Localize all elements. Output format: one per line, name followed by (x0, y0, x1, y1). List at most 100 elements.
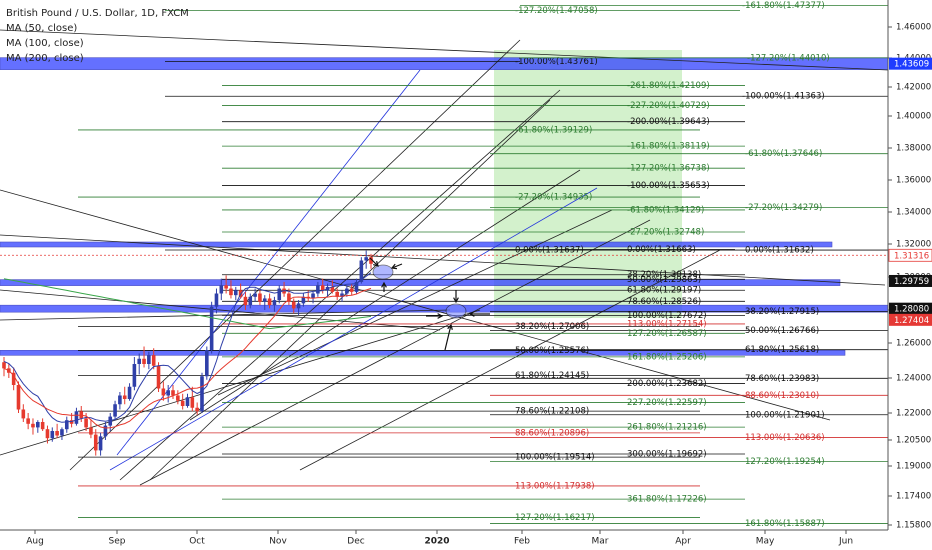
time-tick-label: Sep (109, 537, 126, 547)
fib-level-label: -61.80%(1.34129) (627, 205, 704, 215)
fib-level-label: 113.00%(1.20636) (745, 433, 825, 443)
price-tick-label: 1.34000 (896, 208, 931, 218)
candle-body (26, 418, 30, 424)
candle-body (93, 434, 98, 451)
candle-body (64, 420, 69, 430)
time-tick-label: Aug (26, 537, 44, 547)
fib-level-label: 0.00%(1.31637) (515, 245, 584, 255)
trendline (139, 219, 651, 486)
annotation-arrowhead (447, 323, 453, 330)
candle-body (233, 290, 238, 296)
candle-body (369, 257, 373, 264)
fib-level-label: -27.20%(1.34935) (515, 193, 592, 203)
trendline (0, 29, 889, 71)
candle-body (311, 293, 315, 299)
fib-level-label: 261.80%(1.21216) (627, 423, 707, 433)
price-tag (889, 57, 932, 70)
price-tag (889, 313, 932, 326)
time-tick-label: Mar (592, 537, 609, 547)
candle-body (171, 390, 175, 396)
candle-body (16, 385, 21, 410)
fib-level-label: 161.80%(1.15887) (745, 519, 825, 529)
candle-body (60, 429, 64, 436)
fib-level-label: 113.00%(1.17938) (515, 481, 595, 491)
candle-body (262, 298, 267, 302)
resistance-zone (0, 349, 846, 356)
candle-body (98, 436, 103, 451)
candle-body (229, 288, 233, 296)
fib-level-label: -61.80%(1.37646) (745, 149, 822, 159)
ma200-legend: MA (200, close) (6, 53, 84, 64)
fib-level-label: 200.00%(1.23682) (627, 379, 707, 389)
candle-body (316, 285, 320, 294)
fib-level-label: -100.00%(1.41363) (742, 92, 825, 102)
candle-body (74, 411, 79, 424)
price-tick-label: 1.22000 (896, 409, 931, 419)
candle-body (277, 288, 282, 301)
candle-body (224, 285, 228, 289)
time-axis: Aug Sep Oct Nov Dec 2020 Feb Mar Apr May Jun (0, 529, 932, 550)
candle-body (345, 288, 349, 294)
resistance-zone (0, 241, 833, 248)
fib-level-label: 127.20%(1.19254) (745, 457, 825, 467)
price-tag (888, 248, 932, 262)
candle-body (354, 281, 359, 292)
candle-body (359, 260, 364, 282)
target-box (494, 50, 682, 318)
candle-body (291, 301, 296, 309)
candle-body (248, 296, 253, 306)
ma100-line (3, 287, 372, 429)
candle-body (113, 404, 117, 417)
candle-body (122, 395, 127, 399)
annotation-arrowhead (390, 263, 398, 270)
trendline (299, 249, 721, 471)
fib-level-label: 88.60%(1.20896) (515, 428, 589, 438)
annotation-arrowhead (373, 261, 379, 267)
candle-body (200, 376, 204, 412)
price-tick-label: 1.40000 (896, 112, 931, 122)
fib-level-label: 78.60%(1.22108) (515, 407, 589, 417)
fib-level-label: 38.20%(1.30138) (627, 270, 701, 280)
fib-level-label: 361.80%(1.17226) (627, 495, 707, 505)
trendline (119, 89, 561, 481)
fib-level-label: 50.00%(1.25576) (515, 346, 589, 356)
candle-body (161, 388, 166, 396)
candle-body (55, 431, 59, 436)
candle-body (195, 407, 199, 412)
resistance-zone (0, 279, 841, 286)
trendline (0, 309, 451, 321)
candle-body (219, 285, 224, 294)
price-tick-label: 1.32000 (896, 240, 931, 250)
candle-body (137, 358, 142, 364)
candle-body (243, 296, 248, 306)
candle-body (364, 257, 368, 261)
time-tick-label: Oct (189, 537, 205, 547)
candle-body (11, 372, 16, 385)
price-tick-label: 1.15800 (896, 521, 931, 531)
annotation-arrowhead (381, 281, 387, 288)
candle-body (180, 400, 185, 406)
candle-body (335, 291, 339, 297)
candle-body (108, 416, 113, 426)
fib-level-label: -100.00%(1.43761) (515, 57, 598, 67)
fib-level-label: -261.80%(1.42109) (627, 81, 710, 91)
price-tick-label: 1.19000 (896, 462, 931, 472)
fib-level-label: 38.20%(1.27006) (515, 322, 589, 332)
symbol-title: British Pound / U.S. Dollar, 1D, FXCM (6, 8, 189, 19)
time-tick-label: May (756, 537, 775, 547)
candle-body (89, 427, 93, 435)
candle-body (214, 293, 219, 307)
ma200-line (3, 278, 372, 330)
price-tick-label: 1.38000 (896, 144, 931, 154)
fib-level-label: -61.80%(1.39129) (515, 125, 592, 135)
chart-legend: British Pound / U.S. Dollar, 1D, FXCM MA… (6, 6, 189, 66)
fibonacci-levels: -127.20%(1.47058) -161.80%(1.47377) -100.0… (78, 1, 888, 529)
annotation-arrow (369, 257, 379, 267)
time-axis-bg (0, 530, 932, 550)
candle-body (132, 364, 137, 387)
trendline (109, 187, 598, 471)
price-tag-label: 1.28080 (894, 305, 929, 315)
price-tick-label: 1.20500 (896, 436, 931, 446)
